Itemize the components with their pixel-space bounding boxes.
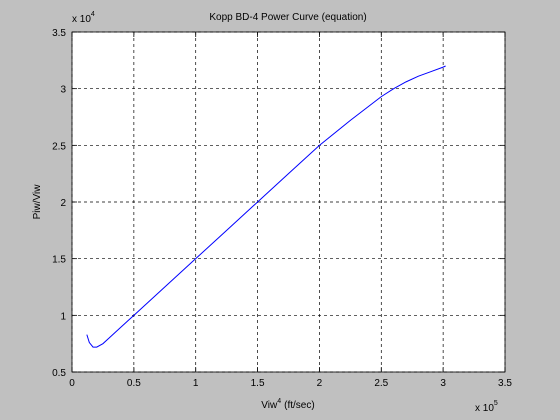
y-multiplier-base: x 10 <box>72 14 91 25</box>
x-tick-label: 2 <box>317 378 323 389</box>
y-axis-label: Piw/Viw <box>32 184 43 220</box>
y-tick-label: 3.5 <box>52 28 66 39</box>
y-tick-label: 1 <box>60 311 66 322</box>
x-tick-label: 1.5 <box>251 378 265 389</box>
x-multiplier-power: 5 <box>494 400 498 407</box>
x-axis-label: Viw4 (ft/sec) <box>261 398 314 411</box>
y-tick-label: 3 <box>60 85 66 96</box>
x-tick-label: 3.5 <box>498 378 512 389</box>
x-tick-label: 1 <box>193 378 199 389</box>
x-label-sup: 4 <box>277 398 281 405</box>
y-tick-label: 1.5 <box>52 255 66 266</box>
x-label-unit: (ft/sec) <box>284 400 315 411</box>
y-tick-label: 0.5 <box>52 368 66 379</box>
data-line <box>86 65 446 348</box>
y-tick-label: 2.5 <box>52 141 66 152</box>
x-tick-label: 0.5 <box>127 378 141 389</box>
chart-title: Kopp BD-4 Power Curve (equation) <box>209 12 366 23</box>
x-label-base: Viw <box>261 400 278 411</box>
y-multiplier-power: 4 <box>91 11 95 18</box>
x-tick-label: 0 <box>69 378 75 389</box>
x-multiplier: x 105 <box>475 400 498 414</box>
y-tick-label: 2 <box>60 198 66 209</box>
x-multiplier-base: x 10 <box>475 403 494 414</box>
x-tick-label: 3 <box>440 378 446 389</box>
y-multiplier: x 104 <box>72 11 95 25</box>
x-tick-label: 2.5 <box>374 378 388 389</box>
